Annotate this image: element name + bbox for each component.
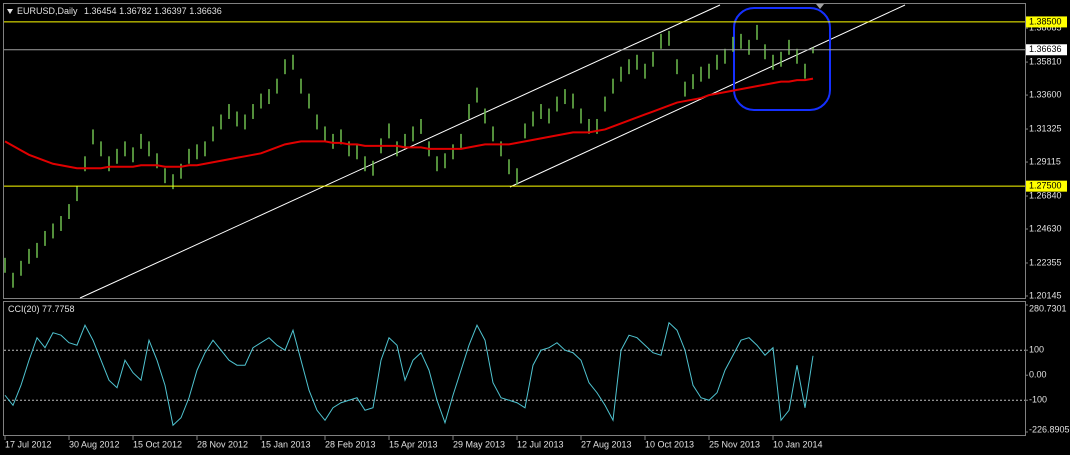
y-tick-label: 1.31325 (1029, 123, 1062, 133)
low: 1.36397 (154, 6, 187, 16)
x-tick-label: 10 Jan 2014 (773, 439, 823, 449)
y-tick-label: 1.24630 (1029, 223, 1062, 233)
cci-panel-frame (3, 301, 1026, 436)
y-tick-label: 1.29115 (1029, 156, 1061, 166)
level-box (1026, 16, 1067, 28)
chart-header: EURUSD,Daily 1.36454 1.36782 1.36397 1.3… (17, 6, 222, 16)
y-tick-label: 1.35810 (1029, 56, 1062, 66)
cci-header: CCI(20) 77.7758 (8, 304, 75, 314)
y-tick-label: 1.22355 (1029, 257, 1062, 267)
moving-average (4, 77, 814, 170)
y-tick-label: -100 (1029, 395, 1047, 405)
x-tick-label: 29 May 2013 (453, 439, 505, 449)
symbol: EURUSD,Daily (17, 6, 78, 16)
x-tick-label: 30 Aug 2012 (69, 439, 120, 449)
x-tick-label: 12 Jul 2013 (517, 439, 564, 449)
cci-title: CCI(20) (8, 304, 40, 314)
level-label: 1.38500 (1029, 16, 1062, 26)
x-tick-label: 28 Nov 2012 (197, 439, 248, 449)
x-tick-label: 15 Oct 2012 (133, 439, 182, 449)
y-tick-label: 1.20145 (1029, 290, 1062, 300)
level-label: 1.27500 (1029, 181, 1062, 191)
y-tick-label: 0.00 (1029, 370, 1047, 380)
highlight-box (733, 7, 831, 111)
y-tick-label: 100 (1029, 345, 1044, 355)
y-tick-label: -226.8905 (1029, 424, 1070, 434)
y-tick-label: 280.7301 (1029, 303, 1067, 313)
x-tick-label: 28 Feb 2013 (325, 439, 376, 449)
price-panel-frame (3, 3, 1026, 299)
x-tick-label: 15 Jan 2013 (261, 439, 311, 449)
level-box (1026, 44, 1067, 56)
cci-current: 77.7758 (42, 304, 75, 314)
level-box (1026, 180, 1067, 192)
x-tick-label: 25 Nov 2013 (709, 439, 760, 449)
y-tick-label: 1.26840 (1029, 190, 1062, 200)
menu-arrow[interactable] (7, 9, 13, 14)
x-tick-label: 17 Jul 2012 (5, 439, 52, 449)
high: 1.36782 (119, 6, 152, 16)
level-label: 1.36636 (1029, 44, 1062, 54)
y-tick-label: 1.38085 (1029, 22, 1062, 32)
x-tick-label: 10 Oct 2013 (645, 439, 694, 449)
trend-line (79, 4, 721, 299)
cci-line (4, 321, 814, 427)
plot: 1.20145 1.22355 1.24630 1.26840 1.29115 1.313… (4, 16, 1070, 449)
x-tick-label: 27 Aug 2013 (581, 439, 632, 449)
open: 1.36454 (84, 6, 117, 16)
close: 1.36636 (189, 6, 222, 16)
y-tick-label: 1.33600 (1029, 89, 1062, 99)
x-tick-label: 15 Apr 2013 (389, 439, 438, 449)
shift-marker (816, 4, 824, 9)
